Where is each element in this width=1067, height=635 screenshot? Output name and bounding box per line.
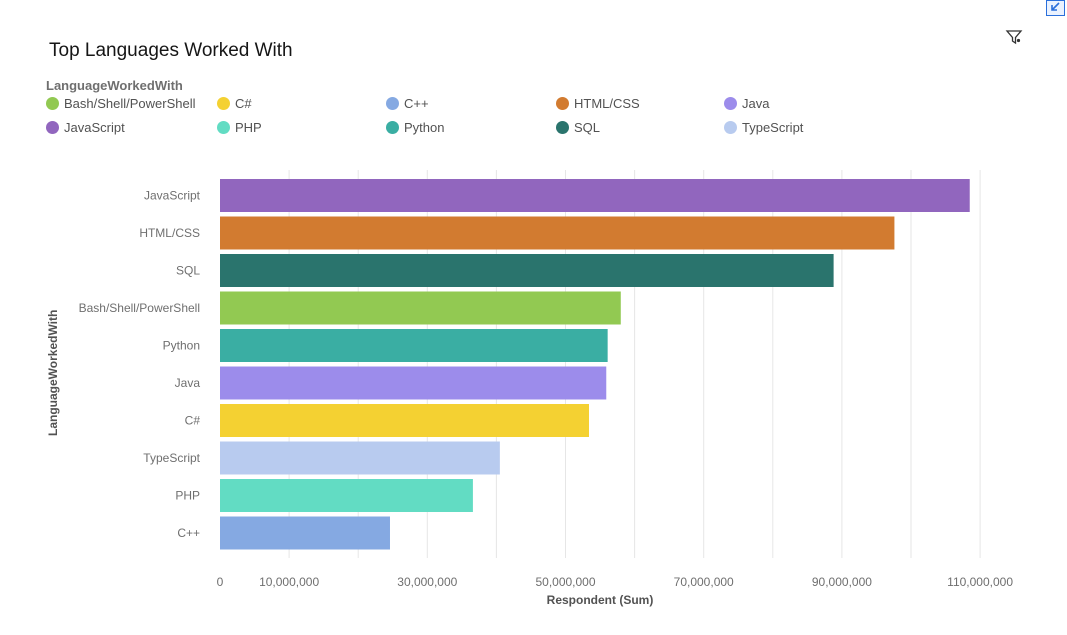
bar[interactable]: [220, 404, 589, 437]
legend-item[interactable]: SQL: [556, 120, 600, 135]
y-tick-label: C++: [177, 526, 200, 540]
legend-label: SQL: [574, 120, 601, 135]
x-tick-label: 110,000,000: [947, 575, 1013, 589]
legend-item[interactable]: Java: [724, 96, 769, 111]
legend-item[interactable]: C#: [217, 96, 252, 111]
x-tick-label: 90,000,000: [812, 575, 872, 589]
x-tick-label: 70,000,000: [674, 575, 734, 589]
bar[interactable]: [220, 179, 970, 212]
legend-label: JavaScript: [64, 120, 125, 135]
y-tick-label: HTML/CSS: [139, 226, 200, 240]
legend-item[interactable]: JavaScript: [46, 120, 125, 135]
legend-label: Java: [742, 96, 770, 111]
x-tick-label: 30,000,000: [397, 575, 457, 589]
bar[interactable]: [220, 291, 621, 325]
legend-swatch: [386, 121, 399, 134]
legend-swatch: [46, 97, 59, 110]
legend-label: C#: [235, 96, 252, 111]
legend-label: Python: [404, 120, 445, 135]
legend-label: HTML/CSS: [574, 96, 640, 111]
x-tick-label: 0: [217, 575, 224, 589]
legend-swatch: [724, 97, 737, 110]
y-tick-label: Java: [175, 376, 201, 390]
legend-swatch: [724, 121, 737, 134]
legend-swatch: [386, 97, 399, 110]
legend-swatch: [556, 121, 569, 134]
bar[interactable]: [220, 216, 895, 250]
y-tick-label: Bash/Shell/PowerShell: [79, 301, 200, 315]
x-axis-label: Respondent (Sum): [546, 593, 654, 607]
legend-label: PHP: [235, 120, 262, 135]
y-tick-label: SQL: [176, 264, 200, 278]
legend-swatch: [217, 97, 230, 110]
legend-swatch: [46, 121, 59, 134]
legend-label: Bash/Shell/PowerShell: [64, 96, 196, 111]
legend: Bash/Shell/PowerShell C# C++ HTML/CSS Java Ja…: [46, 96, 886, 146]
legend-item[interactable]: TypeScript: [724, 120, 803, 135]
legend-label: C++: [404, 96, 429, 111]
legend-item[interactable]: PHP: [217, 120, 262, 135]
collapse-arrow-icon[interactable]: [1046, 0, 1065, 16]
legend-item[interactable]: HTML/CSS: [556, 96, 640, 111]
x-tick-label: 10,000,000: [259, 575, 319, 589]
legend-swatch: [556, 97, 569, 110]
legend-title: LanguageWorkedWith: [46, 78, 183, 93]
bar[interactable]: [220, 366, 607, 400]
bar[interactable]: [220, 254, 834, 287]
bar[interactable]: [220, 329, 608, 362]
legend-item[interactable]: Bash/Shell/PowerShell: [46, 96, 196, 111]
y-tick-label: JavaScript: [144, 189, 201, 203]
bar[interactable]: [220, 479, 473, 512]
bar[interactable]: [220, 516, 390, 550]
x-tick-label: 50,000,000: [535, 575, 595, 589]
y-tick-label: C#: [185, 414, 201, 428]
legend-item[interactable]: Python: [386, 120, 444, 135]
y-tick-label: PHP: [175, 489, 200, 503]
y-tick-label: TypeScript: [143, 451, 200, 465]
filter-icon[interactable]: [1005, 28, 1023, 46]
legend-label: TypeScript: [742, 120, 804, 135]
y-tick-label: Python: [163, 339, 200, 353]
bar[interactable]: [220, 441, 500, 475]
legend-item[interactable]: C++: [386, 96, 429, 111]
chart-title: Top Languages Worked With: [49, 40, 293, 61]
legend-swatch: [217, 121, 230, 134]
y-axis-label: LanguageWorkedWith: [46, 309, 60, 436]
